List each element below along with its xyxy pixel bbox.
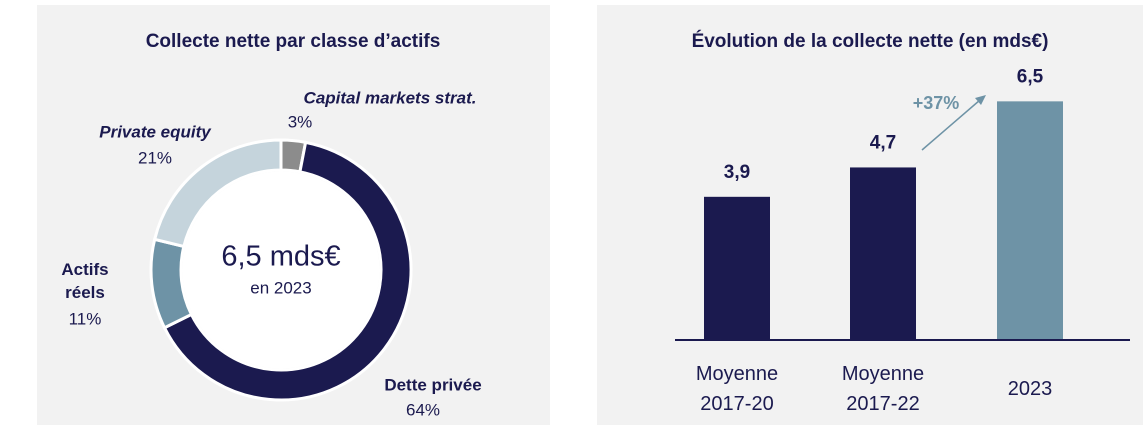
x-tick-label: 2023 <box>1007 378 1053 400</box>
donut-hole <box>182 171 380 369</box>
chart-title: Collecte nette par classe d’actifs <box>146 31 441 52</box>
x-tick-label: Moyenne 2017-22 <box>841 363 925 415</box>
x-tick-label: Moyenne 2017-20 <box>695 363 779 415</box>
bar-value-label: 6,5 <box>1017 66 1044 87</box>
chart-title: Évolution de la collecte nette (en mds€) <box>692 30 1049 52</box>
slice-label: Actifs réels <box>61 260 109 302</box>
center-label: 6,5 mds€ <box>221 241 340 273</box>
bar <box>997 101 1063 340</box>
slice-label: Private equity <box>99 122 211 142</box>
slice-label: Dette privée <box>384 375 482 395</box>
slice-value-label: 64% <box>405 400 441 420</box>
slice-value-label: 21% <box>137 148 173 168</box>
slice-value-label: 11% <box>68 309 102 329</box>
slice-value-label: 3% <box>287 112 313 132</box>
bar-value-label: 3,9 <box>724 162 750 183</box>
slice-label: Capital markets strat. <box>303 88 477 108</box>
annotation-arrowhead <box>975 95 986 105</box>
bar <box>704 196 770 340</box>
center-sublabel: en 2023 <box>250 278 311 297</box>
annotation: +37% <box>913 93 960 113</box>
bar <box>850 167 916 340</box>
donut-slice <box>162 140 413 402</box>
donut-slice <box>152 138 283 249</box>
annotation-arrow <box>921 99 981 151</box>
bar-value-label: 4,7 <box>870 132 896 153</box>
